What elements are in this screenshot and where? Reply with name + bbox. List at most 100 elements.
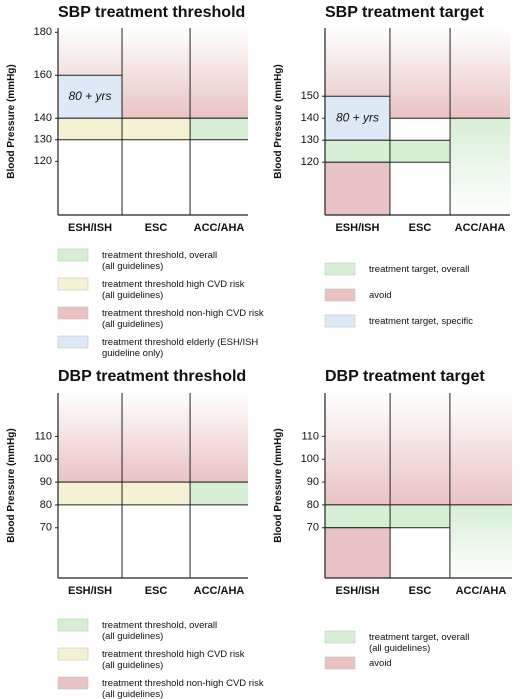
legend-swatch [57, 335, 89, 349]
legend-label: treatment threshold high CVD risk [102, 649, 245, 660]
y-tick-label: 120 [301, 156, 319, 168]
y-tick-label: 150 [301, 90, 319, 102]
legend-swatch [57, 306, 89, 320]
band [190, 118, 248, 140]
x-tick-label: ACC/AHA [455, 222, 506, 234]
legend-swatch [57, 277, 89, 291]
band [450, 118, 510, 215]
legend-label: (all guidelines) [369, 643, 430, 654]
legend-label: (all guidelines) [102, 689, 163, 699]
legend-label: (all guidelines) [102, 319, 163, 330]
band [122, 28, 191, 119]
x-tick-label: ESH/ISH [335, 222, 379, 234]
legend-label: treatment threshold, overall [102, 250, 217, 261]
y-tick-label: 80 [40, 499, 52, 511]
y-tick-label: 110 [301, 430, 319, 442]
legend-label: avoid [369, 658, 392, 669]
legend-swatch [57, 248, 89, 262]
legend-swatch [324, 262, 356, 276]
y-axis-label: Blood Pressure (mmHg) [273, 64, 284, 178]
band [449, 504, 512, 578]
y-tick-label: 130 [301, 134, 319, 146]
band [389, 140, 451, 163]
y-tick-label: 140 [34, 112, 52, 124]
x-tick-label: ACC/AHA [456, 585, 507, 597]
legend-label: avoid [369, 290, 392, 301]
legend-swatch [324, 288, 356, 302]
x-tick-label: ESC [145, 222, 168, 234]
x-tick-label: ESC [409, 585, 432, 597]
x-tick-label: ESH/ISH [68, 222, 112, 234]
y-tick-label: 140 [301, 112, 319, 124]
legend-label: treatment threshold high CVD risk [102, 279, 245, 290]
legend-label: treatment target, overall [369, 264, 469, 275]
x-tick-label: ESC [145, 585, 168, 597]
y-tick-label: 90 [307, 476, 319, 488]
legend-swatch [57, 647, 89, 661]
legend-swatch [57, 676, 89, 690]
chart-title: DBP treatment target [325, 368, 485, 385]
legend-label: (all guidelines) [102, 261, 163, 272]
legend-label: treatment threshold non-high CVD risk [102, 678, 264, 689]
band [58, 482, 123, 505]
band [58, 393, 123, 483]
legend-label: (all guidelines) [102, 290, 163, 301]
y-tick-label: 70 [307, 522, 319, 534]
band [325, 527, 391, 578]
y-axis-label: Blood Pressure (mmHg) [6, 428, 17, 542]
band [449, 393, 512, 505]
y-axis-label: Blood Pressure (mmHg) [273, 428, 284, 542]
y-tick-label: 180 [34, 26, 52, 38]
y-tick-label: 130 [34, 134, 52, 146]
band [122, 482, 191, 505]
x-tick-label: ESH/ISH [68, 585, 112, 597]
band [325, 393, 391, 505]
legend-label: guideline only) [102, 348, 163, 359]
band [325, 96, 390, 141]
y-tick-label: 120 [34, 155, 52, 167]
band [390, 504, 450, 528]
legend-label: treatment target, overall [369, 632, 469, 643]
band [58, 118, 123, 140]
chart-title: SBP treatment threshold [58, 4, 245, 21]
x-tick-label: ESC [409, 222, 432, 234]
band [325, 162, 390, 215]
y-axis-label: Blood Pressure (mmHg) [6, 64, 17, 178]
band [325, 140, 390, 163]
band [58, 75, 123, 119]
legend-label: treatment target, specific [369, 316, 473, 327]
band-label: 80 + yrs [68, 89, 111, 103]
band [325, 504, 391, 528]
y-tick-label: 80 [307, 499, 319, 511]
legend-swatch [324, 314, 356, 328]
legend-swatch [57, 618, 89, 632]
band [390, 393, 450, 505]
legend-label: (all guidelines) [102, 660, 163, 671]
chart-title: SBP treatment target [325, 4, 485, 21]
legend-label: treatment threshold elderly (ESH/ISH [102, 337, 258, 348]
band [190, 482, 248, 505]
band [389, 28, 451, 119]
band [122, 118, 191, 140]
chart-title: DBP treatment threshold [58, 368, 246, 385]
x-tick-label: ACC/AHA [194, 222, 245, 234]
y-tick-label: 110 [34, 430, 52, 442]
legend-swatch [324, 656, 356, 670]
band [122, 393, 191, 483]
y-tick-label: 90 [40, 476, 52, 488]
legend-label: treatment threshold non-high CVD risk [102, 308, 264, 319]
y-tick-label: 100 [301, 453, 319, 465]
band [190, 393, 248, 483]
band-label: 80 + yrs [336, 110, 379, 124]
band [450, 28, 510, 119]
legend-swatch [324, 630, 356, 644]
y-tick-label: 70 [40, 522, 52, 534]
y-tick-label: 160 [34, 69, 52, 81]
x-tick-label: ACC/AHA [194, 585, 245, 597]
legend-label: (all guidelines) [102, 631, 163, 642]
y-tick-label: 100 [34, 453, 52, 465]
x-tick-label: ESH/ISH [336, 585, 380, 597]
band [190, 28, 248, 119]
legend-label: treatment threshold, overall [102, 620, 217, 631]
